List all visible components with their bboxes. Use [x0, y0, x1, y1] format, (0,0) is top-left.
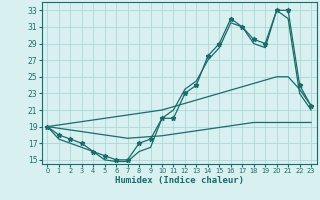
X-axis label: Humidex (Indice chaleur): Humidex (Indice chaleur) — [115, 176, 244, 185]
